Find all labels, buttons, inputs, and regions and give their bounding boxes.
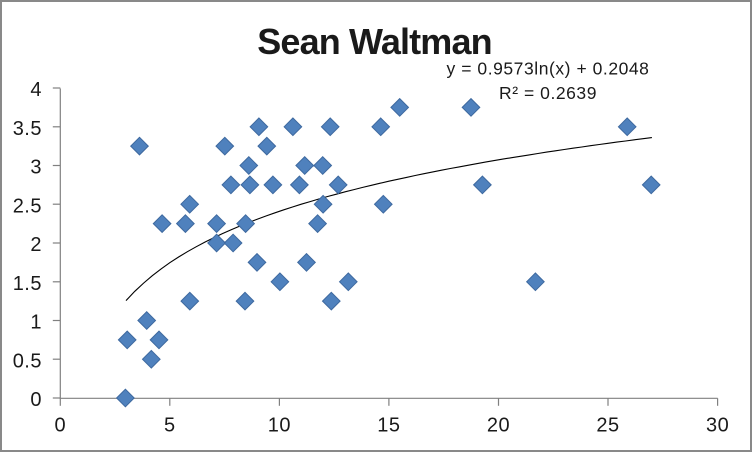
svg-text:1: 1 — [30, 312, 42, 334]
svg-text:15: 15 — [377, 415, 400, 437]
svg-text:y = 0.9573ln(x) + 0.2048: y = 0.9573ln(x) + 0.2048 — [447, 58, 650, 78]
svg-text:2.5: 2.5 — [13, 196, 42, 218]
svg-text:0: 0 — [54, 415, 66, 437]
svg-text:3: 3 — [30, 157, 42, 179]
svg-text:3.5: 3.5 — [13, 118, 42, 140]
svg-text:10: 10 — [268, 415, 291, 437]
svg-text:30: 30 — [706, 415, 729, 437]
svg-text:5: 5 — [164, 415, 176, 437]
svg-text:25: 25 — [596, 415, 619, 437]
svg-text:2: 2 — [30, 234, 42, 256]
svg-text:0: 0 — [30, 389, 42, 411]
svg-text:20: 20 — [487, 415, 510, 437]
svg-text:R² = 0.2639: R² = 0.2639 — [499, 83, 597, 103]
svg-text:1.5: 1.5 — [13, 273, 42, 295]
svg-text:Sean Waltman: Sean Waltman — [257, 21, 492, 62]
svg-text:4: 4 — [30, 79, 42, 101]
svg-text:0.5: 0.5 — [13, 351, 42, 373]
